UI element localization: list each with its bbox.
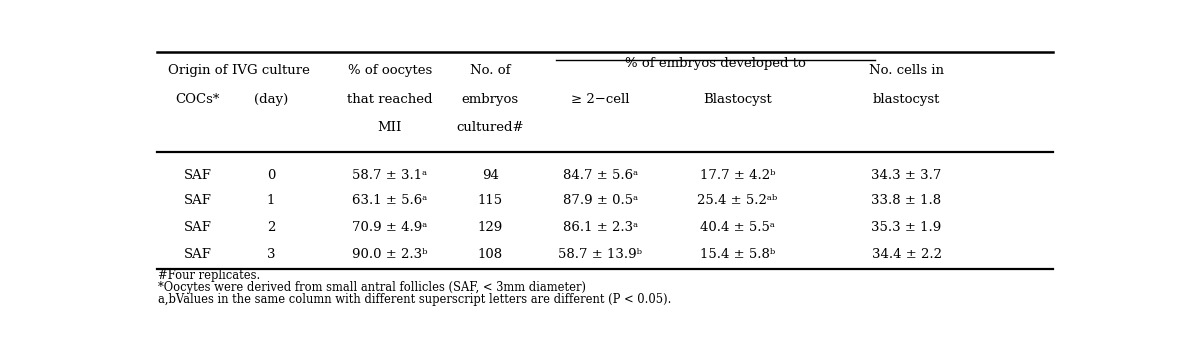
Text: 15.4 ± 5.8ᵇ: 15.4 ± 5.8ᵇ [700, 248, 775, 261]
Text: 90.0 ± 2.3ᵇ: 90.0 ± 2.3ᵇ [352, 248, 427, 261]
Text: blastocyst: blastocyst [873, 93, 940, 106]
Text: MII: MII [378, 121, 402, 134]
Text: 86.1 ± 2.3ᵃ: 86.1 ± 2.3ᵃ [563, 221, 637, 234]
Text: 1: 1 [267, 194, 275, 207]
Text: that reached: that reached [347, 93, 433, 106]
Text: 70.9 ± 4.9ᵃ: 70.9 ± 4.9ᵃ [352, 221, 427, 234]
Text: 0: 0 [267, 169, 275, 182]
Text: SAF: SAF [184, 169, 211, 182]
Text: a,bValues in the same column with different superscript letters are different (P: a,bValues in the same column with differ… [158, 293, 671, 306]
Text: (day): (day) [254, 93, 288, 106]
Text: Origin of: Origin of [168, 64, 228, 77]
Text: #Four replicates.: #Four replicates. [158, 269, 261, 282]
Text: SAF: SAF [184, 221, 211, 234]
Text: 34.3 ± 3.7: 34.3 ± 3.7 [871, 169, 942, 182]
Text: 25.4 ± 5.2ᵃᵇ: 25.4 ± 5.2ᵃᵇ [697, 194, 778, 207]
Text: 58.7 ± 13.9ᵇ: 58.7 ± 13.9ᵇ [558, 248, 642, 261]
Text: No. cells in: No. cells in [868, 64, 944, 77]
Text: 58.7 ± 3.1ᵃ: 58.7 ± 3.1ᵃ [353, 169, 427, 182]
Text: No. of: No. of [470, 64, 511, 77]
Text: SAF: SAF [184, 194, 211, 207]
Text: 33.8 ± 1.8: 33.8 ± 1.8 [872, 194, 942, 207]
Text: 108: 108 [478, 248, 503, 261]
Text: 129: 129 [478, 221, 503, 234]
Text: 17.7 ± 4.2ᵇ: 17.7 ± 4.2ᵇ [700, 169, 775, 182]
Text: COCs*: COCs* [176, 93, 219, 106]
Text: 3: 3 [267, 248, 275, 261]
Text: IVG culture: IVG culture [232, 64, 310, 77]
Text: 34.4 ± 2.2: 34.4 ± 2.2 [872, 248, 942, 261]
Text: SAF: SAF [184, 248, 211, 261]
Text: 115: 115 [478, 194, 503, 207]
Text: 2: 2 [267, 221, 275, 234]
Text: 40.4 ± 5.5ᵃ: 40.4 ± 5.5ᵃ [700, 221, 775, 234]
Text: % of embryos developed to: % of embryos developed to [625, 57, 806, 70]
Text: *Oocytes were derived from small antral follicles (SAF, < 3mm diameter): *Oocytes were derived from small antral … [158, 281, 586, 294]
Text: Blastocyst: Blastocyst [703, 93, 772, 106]
Text: cultured#: cultured# [457, 121, 524, 134]
Text: % of oocytes: % of oocytes [348, 64, 432, 77]
Text: 87.9 ± 0.5ᵃ: 87.9 ± 0.5ᵃ [563, 194, 637, 207]
Text: 94: 94 [481, 169, 499, 182]
Text: 35.3 ± 1.9: 35.3 ± 1.9 [871, 221, 942, 234]
Text: embryos: embryos [461, 93, 519, 106]
Text: ≥ 2−cell: ≥ 2−cell [571, 93, 629, 106]
Text: 63.1 ± 5.6ᵃ: 63.1 ± 5.6ᵃ [352, 194, 427, 207]
Text: 84.7 ± 5.6ᵃ: 84.7 ± 5.6ᵃ [563, 169, 637, 182]
